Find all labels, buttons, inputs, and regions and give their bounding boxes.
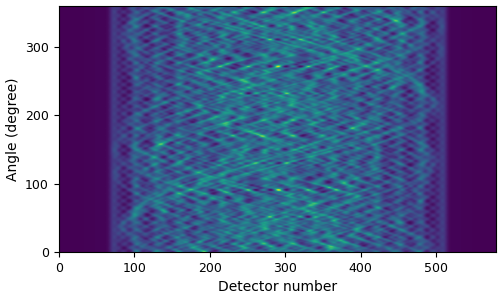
Y-axis label: Angle (degree): Angle (degree) [6,77,20,181]
X-axis label: Detector number: Detector number [217,280,337,294]
